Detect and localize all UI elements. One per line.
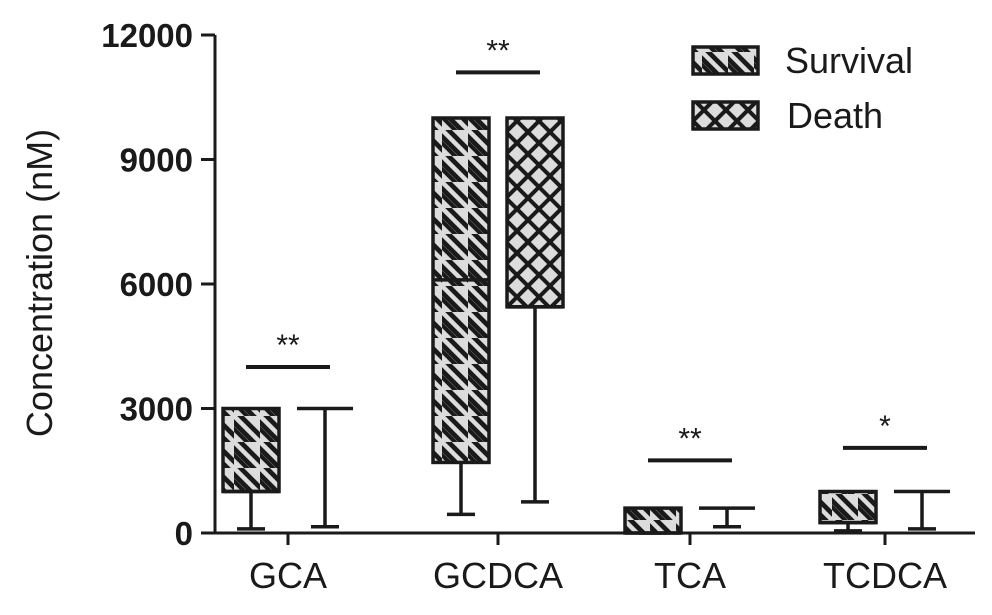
y-tick-label: 0 [175, 515, 193, 552]
legend-label-survival: Survival [785, 40, 913, 81]
box-death-tcdca [894, 489, 950, 531]
legend: Survival Death [691, 40, 913, 136]
legend-swatch-death [691, 100, 760, 131]
box-body [623, 506, 683, 535]
x-axis: GCA GCDCA TCA TCDCA [215, 531, 975, 596]
y-tick-label: 3000 [120, 391, 193, 428]
y-axis: 0 3000 6000 9000 12000 [101, 17, 217, 552]
y-axis-label: Concentration (nM) [19, 129, 60, 437]
x-tick-label: TCDCA [823, 555, 947, 596]
box-body [505, 116, 565, 309]
x-tick-label: GCDCA [433, 555, 563, 596]
box-death-gcdca [505, 116, 565, 504]
significance-label: ** [486, 34, 510, 67]
box-body [818, 489, 878, 525]
x-tick-label: TCA [654, 555, 726, 596]
box-body [221, 406, 281, 494]
box-body [431, 116, 491, 465]
box-survival-tca [623, 506, 683, 535]
y-tick-label: 6000 [120, 266, 193, 303]
significance-label: ** [276, 329, 300, 362]
x-tick-label: GCA [249, 555, 327, 596]
box-survival-tcdca [818, 489, 878, 533]
box-survival-gcdca [431, 116, 491, 517]
legend-swatch-survival [691, 45, 760, 76]
y-tick-label: 9000 [120, 142, 193, 179]
box-death-gca [297, 406, 353, 529]
legend-label-death: Death [787, 95, 883, 136]
significance-label: * [879, 410, 891, 443]
significance-label: ** [678, 422, 702, 455]
box-survival-gca [221, 406, 281, 531]
y-tick-label: 12000 [101, 17, 193, 54]
box-death-tca [699, 506, 755, 529]
